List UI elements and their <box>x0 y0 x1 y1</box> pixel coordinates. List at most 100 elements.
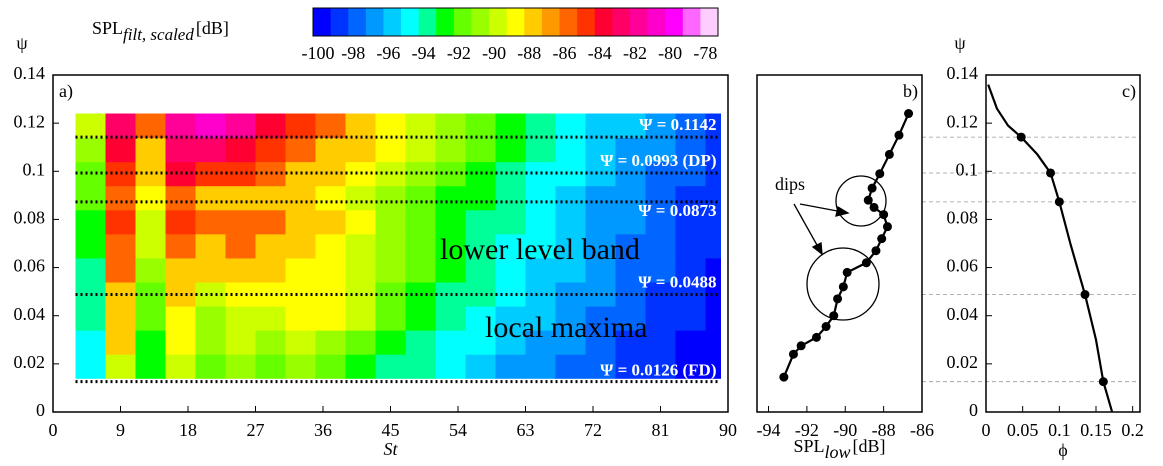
heat-cell <box>345 354 376 379</box>
heat-cell <box>435 306 466 331</box>
heat-cell <box>645 233 676 259</box>
colorbar-swatch <box>365 8 384 36</box>
heat-cell <box>225 185 256 211</box>
heat-cell <box>465 257 496 283</box>
colorbar-tick-label: -94 <box>412 43 436 63</box>
heat-cell <box>225 330 256 355</box>
colorbar-swatch <box>471 8 490 36</box>
heat-cell <box>105 185 136 211</box>
heat-cell <box>285 209 316 235</box>
x-axis-title: ϕ <box>1058 440 1067 460</box>
colorbar-swatch <box>453 8 472 36</box>
heat-cell <box>285 185 316 211</box>
heat-cell <box>705 354 721 379</box>
heat-cell <box>135 137 166 163</box>
heat-cell <box>345 185 376 211</box>
heat-cell <box>585 137 616 163</box>
heat-cell <box>225 306 256 331</box>
level-label: Ψ = 0.0993 (DP) <box>600 151 716 170</box>
heat-cell <box>375 233 406 259</box>
heat-cell <box>255 233 286 259</box>
heat-cell <box>645 354 676 379</box>
x-tick-label: 0.15 <box>1080 420 1112 440</box>
level-label: Ψ = 0.0126 (FD) <box>600 361 716 380</box>
heat-cell <box>315 113 346 139</box>
heat-cell <box>195 209 226 235</box>
point <box>1054 197 1064 207</box>
heat-cell <box>555 257 586 283</box>
heat-cell <box>255 257 286 283</box>
heat-cell <box>135 257 166 283</box>
heat-cell <box>555 137 586 163</box>
title-sub: filt, scaled <box>123 25 194 44</box>
colorbar-tick-label: -82 <box>623 43 647 63</box>
point <box>867 183 877 193</box>
panel-label: a) <box>59 81 73 102</box>
x-tick-label: 36 <box>314 420 332 440</box>
colorbar-tick-label: -88 <box>517 43 541 63</box>
heat-cell <box>105 137 136 163</box>
heat-cell <box>285 306 316 331</box>
colorbar-title: SPLfilt, scaled [dB] <box>92 18 229 44</box>
heat-cell <box>405 354 436 379</box>
heat-cell <box>465 354 496 379</box>
heat-cell <box>465 209 496 235</box>
heat-cell <box>705 282 721 307</box>
heat-cell <box>435 330 466 355</box>
point <box>821 322 831 332</box>
colorbar-swatch <box>541 8 560 36</box>
heat-cell <box>495 209 526 235</box>
heat-cell <box>375 257 406 283</box>
heat-cell <box>435 233 466 259</box>
y-tick-label: 0.14 <box>947 63 979 83</box>
x-tick-label: 45 <box>382 420 400 440</box>
heat-cell <box>165 354 196 379</box>
heat-cell <box>165 306 196 331</box>
heat-cell <box>525 354 556 379</box>
heat-cell <box>675 209 706 235</box>
heat-cell <box>495 306 526 331</box>
x-tick-label: 72 <box>584 420 602 440</box>
annotation: local maxima <box>485 311 647 344</box>
heat-cell <box>105 113 136 139</box>
colorbar-tick-label: -78 <box>693 43 717 63</box>
heat-cell <box>435 113 466 139</box>
colorbar-tick-label: -92 <box>447 43 471 63</box>
x-tick-label: 0.1 <box>1048 420 1071 440</box>
annotation: dips <box>775 174 805 194</box>
heat-cell <box>105 233 136 259</box>
x-tick-label: 9 <box>116 420 125 440</box>
heat-cell <box>645 137 676 163</box>
heat-cell <box>195 233 226 259</box>
point <box>838 282 848 292</box>
heat-cell <box>345 306 376 331</box>
panel-label: c) <box>1122 81 1136 102</box>
heat-cell <box>525 233 556 259</box>
point <box>1098 377 1108 387</box>
heat-cell <box>165 185 196 211</box>
heat-cell <box>405 233 436 259</box>
circle <box>835 175 887 227</box>
heat-cell <box>555 233 586 259</box>
colorbar-tick-label: -98 <box>341 43 365 63</box>
heat-cell <box>345 113 376 139</box>
point <box>811 332 821 342</box>
heat-cell <box>75 257 106 283</box>
y-tick-label: 0.04 <box>14 304 46 324</box>
heat-cell <box>675 137 706 163</box>
x-tick-label: -88 <box>872 420 896 440</box>
heat-cell <box>105 257 136 283</box>
heat-cell <box>285 330 316 355</box>
heat-cell <box>345 137 376 163</box>
heat-cell <box>345 209 376 235</box>
heat-cell <box>675 257 706 283</box>
heat-cell <box>705 185 721 211</box>
colorbar-swatch <box>524 8 543 36</box>
heat-cell <box>315 257 346 283</box>
point <box>779 372 789 382</box>
colorbar-swatch <box>647 8 666 36</box>
heat-cell <box>585 354 616 379</box>
heat-cell <box>225 257 256 283</box>
heat-cell <box>705 161 721 187</box>
heat-cell <box>255 137 286 163</box>
